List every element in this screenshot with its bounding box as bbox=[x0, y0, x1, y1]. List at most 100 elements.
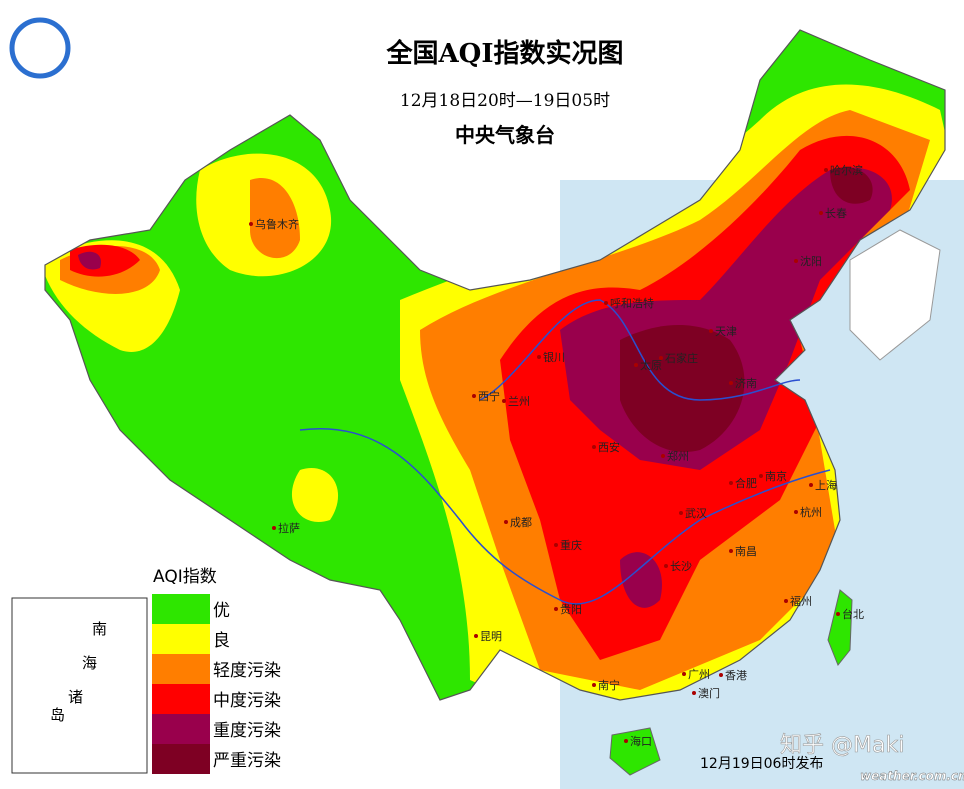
korea bbox=[849, 229, 941, 361]
hainan bbox=[609, 727, 661, 776]
city-dot bbox=[592, 683, 596, 687]
city-dot bbox=[659, 356, 663, 360]
city-label: 长沙 bbox=[670, 560, 692, 573]
inset-label: 岛 bbox=[50, 706, 65, 724]
title: 全国AQI指数实况图 bbox=[386, 38, 624, 69]
city-dot bbox=[272, 526, 276, 530]
city-label: 乌鲁木齐 bbox=[255, 217, 299, 231]
city-label: 海口 bbox=[630, 734, 652, 748]
city-label: 郑州 bbox=[667, 449, 689, 463]
aqi-region bbox=[78, 251, 101, 270]
city-dot bbox=[472, 394, 476, 398]
city-dot bbox=[604, 301, 608, 305]
city-dot bbox=[249, 222, 253, 226]
legend-swatch bbox=[152, 714, 210, 744]
legend-label: 良 bbox=[213, 631, 230, 651]
city-dot bbox=[819, 211, 823, 215]
city-dot bbox=[682, 672, 686, 676]
city-label: 石家庄 bbox=[665, 351, 698, 365]
city-label: 兰州 bbox=[508, 395, 530, 408]
river bbox=[479, 299, 801, 401]
legend-label: 轻度污染 bbox=[213, 661, 281, 681]
aqi-region bbox=[620, 325, 745, 452]
city-label: 南昌 bbox=[735, 545, 757, 558]
legend-label: 中度污染 bbox=[213, 691, 281, 711]
city-label: 杭州 bbox=[800, 505, 822, 519]
city-label: 拉萨 bbox=[278, 521, 300, 535]
city-label: 重庆 bbox=[560, 538, 582, 552]
watermark: 知乎 @Maki bbox=[780, 733, 904, 758]
legend-label: 优 bbox=[213, 601, 230, 621]
city-dot bbox=[679, 511, 683, 515]
city-dot bbox=[719, 673, 723, 677]
city-dot bbox=[784, 599, 788, 603]
city-dot bbox=[537, 355, 541, 359]
aqi-region bbox=[291, 468, 339, 522]
city-dot bbox=[554, 607, 558, 611]
city-label: 贵阳 bbox=[560, 603, 582, 616]
city-label: 西安 bbox=[598, 440, 620, 454]
city-dot bbox=[624, 739, 628, 743]
legend-label: 重度污染 bbox=[213, 721, 281, 741]
city-label: 合肥 bbox=[735, 476, 757, 490]
city-dot bbox=[729, 481, 733, 485]
city-label: 成都 bbox=[510, 516, 532, 529]
city-dot bbox=[664, 564, 668, 568]
legend-swatch bbox=[152, 594, 210, 624]
city-dot bbox=[661, 454, 665, 458]
inset-box bbox=[11, 597, 148, 774]
legend-swatch bbox=[152, 684, 210, 714]
city-dot bbox=[592, 445, 596, 449]
city-label: 昆明 bbox=[480, 630, 502, 643]
aqi-region bbox=[620, 552, 662, 608]
city-label: 上海 bbox=[815, 478, 837, 492]
city-label: 武汉 bbox=[685, 507, 707, 520]
city-dot bbox=[729, 549, 733, 553]
inset-label: 海 bbox=[82, 654, 97, 672]
city-dot bbox=[474, 634, 478, 638]
legend-swatch bbox=[152, 654, 210, 684]
city-dot bbox=[709, 329, 713, 333]
city-dot bbox=[729, 381, 733, 385]
city-label: 澳门 bbox=[698, 686, 720, 700]
subtitle: 12月18日20时—19日05时 bbox=[400, 91, 610, 111]
aqi-region bbox=[250, 178, 300, 259]
site: weather.com.cn bbox=[860, 769, 964, 783]
city-dot bbox=[692, 691, 696, 695]
city-label: 台北 bbox=[842, 607, 864, 621]
city-label: 香港 bbox=[725, 669, 747, 682]
city-label: 南宁 bbox=[598, 678, 620, 692]
city-label: 沈阳 bbox=[800, 254, 822, 268]
aqi-region bbox=[830, 167, 873, 204]
legend-label: 严重污染 bbox=[213, 751, 281, 771]
city-label: 长春 bbox=[825, 207, 847, 220]
issued: 12月19日06时发布 bbox=[700, 756, 823, 772]
city-dot bbox=[504, 520, 508, 524]
city-label: 天津 bbox=[715, 325, 737, 338]
logo bbox=[9, 17, 71, 79]
city-dot bbox=[809, 483, 813, 487]
city-label: 太原 bbox=[640, 359, 662, 372]
city-label: 广州 bbox=[688, 668, 710, 681]
city-dot bbox=[824, 168, 828, 172]
inset-label: 诸 bbox=[68, 688, 83, 706]
city-label: 福州 bbox=[790, 594, 812, 608]
city-dot bbox=[836, 612, 840, 616]
city-dot bbox=[502, 399, 506, 403]
legend-title: AQI指数 bbox=[153, 567, 217, 587]
city-dot bbox=[554, 543, 558, 547]
taiwan bbox=[827, 589, 853, 666]
city-label: 济南 bbox=[735, 376, 757, 390]
inset-label: 南 bbox=[92, 620, 107, 638]
issuer: 中央气象台 bbox=[455, 123, 555, 147]
city-label: 西宁 bbox=[478, 389, 500, 403]
city-dot bbox=[794, 510, 798, 514]
city-dot bbox=[634, 363, 638, 367]
city-dot bbox=[794, 259, 798, 263]
city-dot bbox=[759, 474, 763, 478]
city-label: 呼和浩特 bbox=[610, 296, 654, 310]
legend-swatch bbox=[152, 624, 210, 654]
river bbox=[299, 428, 831, 605]
legend-swatch bbox=[152, 744, 210, 774]
